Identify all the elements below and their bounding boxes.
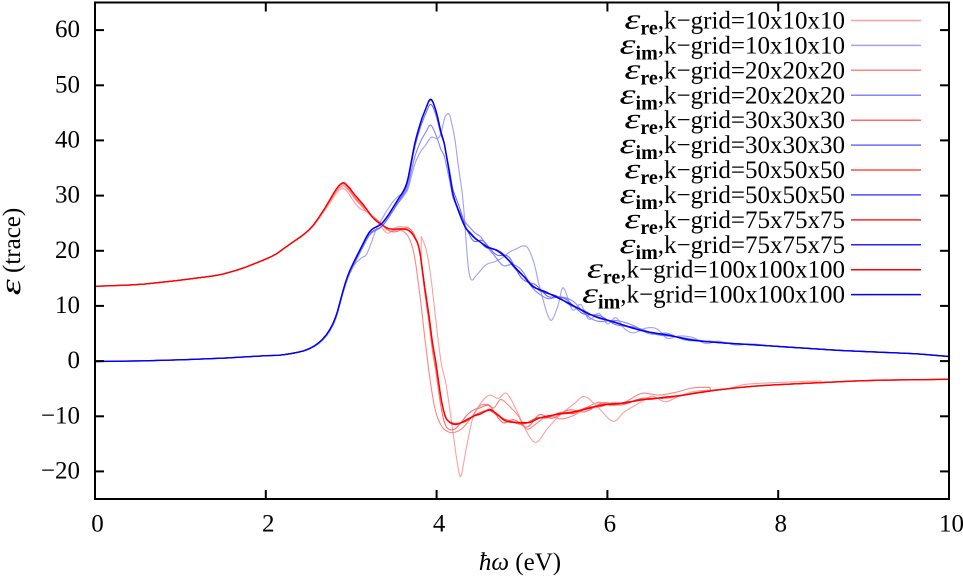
- svg-text:6: 6: [604, 511, 617, 538]
- svg-text:10: 10: [939, 511, 963, 538]
- svg-text:εre,k−grid=75x75x75: εre,k−grid=75x75x75: [624, 203, 845, 239]
- svg-text:−10: −10: [41, 402, 80, 429]
- svg-text:εre,k−grid=100x100x100: εre,k−grid=100x100x100: [587, 253, 845, 289]
- svg-text:εim,k−grid=30x30x30: εim,k−grid=30x30x30: [620, 128, 845, 164]
- svg-text:εim,k−grid=50x50x50: εim,k−grid=50x50x50: [620, 178, 845, 214]
- svg-text:10: 10: [55, 292, 80, 319]
- svg-text:ħω (eV): ħω (eV): [479, 549, 561, 576]
- svg-text:εre,k−grid=20x20x20: εre,k−grid=20x20x20: [624, 53, 845, 89]
- svg-text:εim,k−grid=10x10x10: εim,k−grid=10x10x10: [620, 28, 845, 64]
- svg-text:20: 20: [55, 237, 80, 264]
- svg-text:0: 0: [91, 511, 104, 538]
- svg-text:εim,k−grid=75x75x75: εim,k−grid=75x75x75: [620, 228, 845, 264]
- svg-text:εim,k−grid=100x100x100: εim,k−grid=100x100x100: [582, 278, 845, 314]
- svg-text:60: 60: [55, 16, 80, 43]
- svg-text:ε (trace): ε (trace): [0, 208, 27, 295]
- svg-text:0: 0: [68, 347, 81, 374]
- svg-text:εre,k−grid=10x10x10: εre,k−grid=10x10x10: [624, 4, 845, 40]
- svg-text:εre,k−grid=50x50x50: εre,k−grid=50x50x50: [624, 153, 845, 189]
- svg-text:8: 8: [774, 511, 787, 538]
- svg-text:εim,k−grid=20x20x20: εim,k−grid=20x20x20: [620, 78, 845, 114]
- svg-text:4: 4: [433, 511, 446, 538]
- svg-text:2: 2: [262, 511, 275, 538]
- svg-text:50: 50: [55, 71, 80, 98]
- svg-text:30: 30: [55, 182, 80, 209]
- svg-text:−20: −20: [41, 457, 80, 484]
- svg-text:εre,k−grid=30x30x30: εre,k−grid=30x30x30: [624, 103, 845, 139]
- svg-text:40: 40: [55, 126, 80, 153]
